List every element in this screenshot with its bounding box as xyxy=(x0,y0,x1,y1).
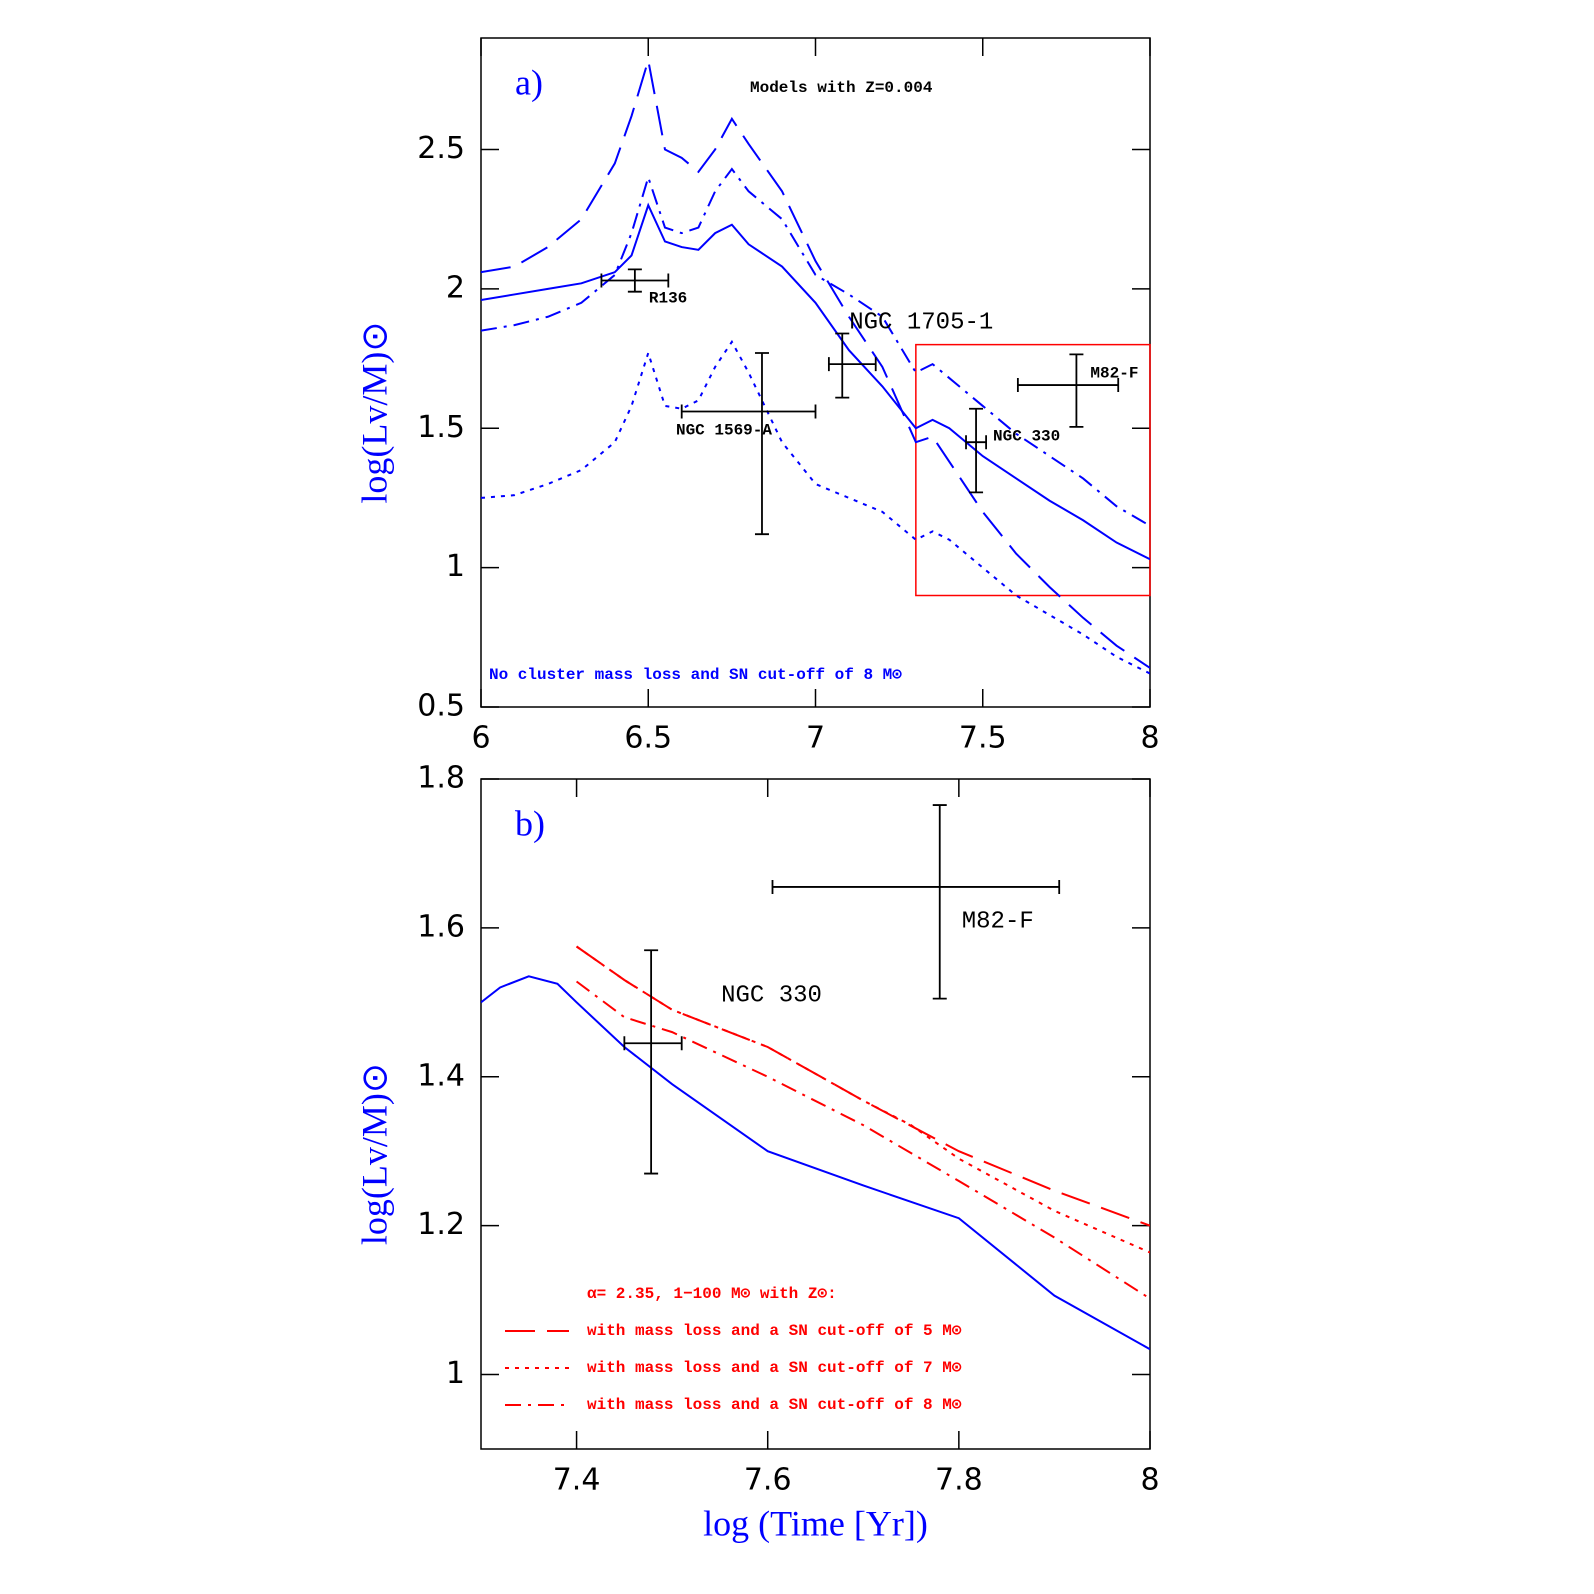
error-bar-x xyxy=(623,1036,683,1051)
panel-label: b) xyxy=(515,803,545,843)
series-line xyxy=(481,202,1150,561)
series-line xyxy=(481,339,1150,675)
legend-label: with mass loss and a SN cut-off of 5 M⊙ xyxy=(587,1322,962,1340)
x-tick-label: 7 xyxy=(806,721,825,756)
point-label: NGC 1705-1 xyxy=(849,309,993,336)
panel-title: Models with Z=0.004 xyxy=(750,79,933,97)
y-tick-label: 1.2 xyxy=(417,1207,465,1242)
x-axis-label: log (Time [Yr]) xyxy=(703,1503,928,1543)
y-tick-label: 1.8 xyxy=(417,761,465,796)
x-tick-label: 7.6 xyxy=(744,1463,792,1498)
point-label: NGC 1569-A xyxy=(676,422,772,440)
legend-label: with mass loss and a SN cut-off of 7 M⊙ xyxy=(587,1359,962,1377)
plot-frame xyxy=(480,778,1151,1450)
series-line xyxy=(575,945,1150,1254)
y-axis-label: log(Lv/M)⊙ xyxy=(354,321,394,503)
x-tick-label: 7.5 xyxy=(959,721,1007,756)
error-bar-y xyxy=(835,332,850,399)
x-tick-label: 8 xyxy=(1140,721,1159,756)
error-bar-y xyxy=(932,804,947,1000)
error-bar-x xyxy=(600,273,670,288)
y-tick-label: 1 xyxy=(446,549,465,584)
x-tick-label: 8 xyxy=(1140,1463,1159,1498)
x-tick-label: 6 xyxy=(471,721,490,756)
series-line xyxy=(481,60,1150,669)
y-tick-label: 2.5 xyxy=(417,131,465,166)
y-tick-label: 2 xyxy=(446,270,465,305)
panel-label: a) xyxy=(515,62,543,102)
error-bar-x xyxy=(1016,378,1120,393)
panel-note: No cluster mass loss and SN cut-off of 8… xyxy=(489,666,902,684)
plot-frame xyxy=(480,37,1151,708)
y-tick-label: 1 xyxy=(446,1356,465,1391)
series-line xyxy=(575,945,1150,1227)
y-tick-label: 1.5 xyxy=(417,410,465,445)
point-label: NGC 330 xyxy=(721,983,822,1010)
x-tick-label: 7.4 xyxy=(553,1463,601,1498)
point-label: NGC 330 xyxy=(993,427,1060,445)
error-bar-x xyxy=(965,435,987,450)
y-axis-label: log(Lv/M)⊙ xyxy=(354,1063,394,1245)
y-tick-label: 1.4 xyxy=(417,1058,465,1093)
error-bar-y xyxy=(754,352,769,536)
error-bar-x xyxy=(680,404,817,419)
x-tick-label: 6.5 xyxy=(624,721,672,756)
x-tick-label: 7.8 xyxy=(935,1463,983,1498)
y-tick-label: 0.5 xyxy=(417,689,465,724)
point-label: M82-F xyxy=(962,908,1034,935)
series-line xyxy=(481,167,1150,527)
series-line xyxy=(481,975,1150,1351)
error-bar-x xyxy=(827,357,877,372)
y-tick-label: 1.6 xyxy=(417,909,465,944)
error-bar-y xyxy=(969,407,984,494)
zoom-box xyxy=(915,343,1151,597)
legend-label: with mass loss and a SN cut-off of 8 M⊙ xyxy=(587,1396,962,1414)
series-line xyxy=(575,980,1150,1300)
point-label: R136 xyxy=(649,290,687,308)
error-bar-y xyxy=(1069,353,1084,428)
error-bar-y xyxy=(644,949,659,1175)
point-label: M82-F xyxy=(1090,364,1138,382)
error-bar-x xyxy=(771,879,1061,894)
legend-title: α= 2.35, 1−100 M⊙ with Z⊙: xyxy=(587,1285,837,1303)
